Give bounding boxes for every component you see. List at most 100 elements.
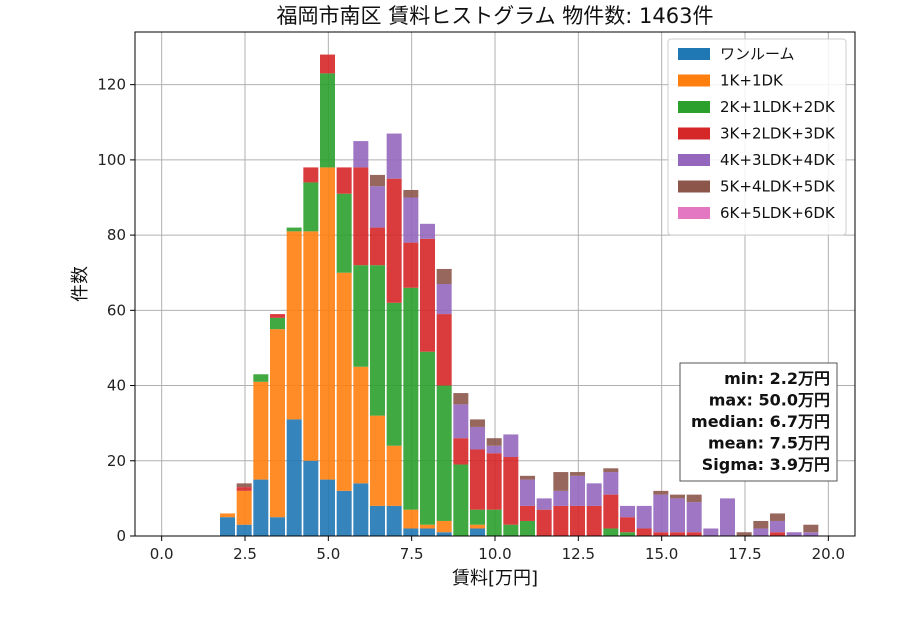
legend-swatch [678, 207, 710, 219]
x-axis-label: 賃料[万円] [452, 568, 538, 589]
bar [620, 532, 635, 536]
bar [403, 189, 419, 198]
bar [453, 393, 469, 405]
bar [770, 520, 785, 533]
stats-frame [679, 362, 838, 482]
x-tick-label: 17.5 [728, 545, 761, 563]
bar [470, 419, 485, 427]
bar [486, 453, 502, 510]
stats-box: min: 2.2万円 max: 50.0万円 median: 6.7万円 mean: … [679, 362, 838, 482]
bar [253, 479, 269, 536]
bar [570, 475, 585, 506]
bar [786, 532, 802, 536]
bar [603, 468, 619, 473]
bar [303, 167, 319, 183]
legend-swatch [678, 101, 710, 113]
legend-swatch [678, 154, 710, 166]
bar [720, 498, 735, 536]
bar [270, 317, 285, 330]
bar [470, 524, 485, 529]
bar [436, 314, 452, 386]
legend-swatch [678, 180, 710, 193]
bar [536, 498, 552, 510]
bar [453, 438, 469, 465]
y-tick-label: 40 [107, 377, 126, 395]
bar [436, 284, 452, 315]
bar [470, 509, 485, 525]
bar [603, 494, 619, 529]
y-axis-ticks: 0 20 40 60 80 100 120 [97, 76, 135, 545]
bar [253, 381, 269, 480]
bar [370, 227, 385, 266]
legend-label: 4K+3LDK+4DK [720, 151, 836, 169]
x-axis-ticks: 0.0 2.5 5.0 7.5 10.0 12.5 15.0 17.5 20.0 [150, 536, 845, 563]
x-tick-label: 12.5 [562, 545, 595, 563]
bar [236, 524, 252, 536]
legend-label: 1K+1DK [720, 72, 784, 90]
bar [403, 287, 419, 510]
bar [770, 532, 785, 536]
bar [653, 494, 669, 533]
y-tick-label: 20 [107, 452, 126, 470]
bar [620, 505, 635, 518]
bar [386, 133, 402, 179]
bar-series-1 [220, 167, 485, 533]
bar [503, 524, 519, 536]
y-tick-label: 80 [107, 226, 126, 244]
bar [686, 532, 702, 536]
bar [770, 513, 785, 521]
bar [753, 520, 769, 529]
bar [620, 517, 635, 533]
bars [220, 54, 819, 536]
bar [503, 434, 519, 458]
bar [403, 242, 419, 288]
bar [486, 509, 502, 536]
bar [670, 532, 685, 536]
bar [470, 426, 485, 450]
y-tick-label: 0 [116, 527, 126, 545]
bar [670, 498, 685, 533]
bar [753, 528, 769, 536]
bar [686, 502, 702, 533]
bar [570, 472, 585, 476]
stat-line: max: 50.0万円 [709, 391, 830, 410]
bar [420, 351, 435, 525]
bar [236, 483, 252, 488]
bar [370, 174, 385, 187]
y-tick-label: 60 [107, 301, 126, 319]
legend-label: 3K+2LDK+3DK [720, 125, 836, 143]
bar [436, 268, 452, 284]
bar [553, 472, 569, 491]
bar [320, 167, 335, 480]
chart-title: 福岡市南区 賃料ヒストグラム 物件数: 1463件 [277, 4, 714, 28]
bar [303, 182, 319, 232]
bar [553, 505, 569, 536]
bar [420, 524, 435, 529]
bar-series-2 [253, 73, 635, 536]
bar [353, 265, 369, 367]
bar [303, 460, 319, 536]
bar [636, 505, 652, 529]
x-tick-label: 15.0 [645, 545, 678, 563]
stat-line: Sigma: 3.9万円 [702, 455, 830, 474]
bar [520, 479, 535, 506]
legend-frame [667, 38, 847, 236]
bar [353, 167, 369, 266]
y-tick-label: 100 [97, 151, 126, 169]
legend-swatch [678, 127, 710, 140]
bar [436, 532, 452, 536]
bar [453, 404, 469, 439]
bar [320, 54, 335, 74]
bar [270, 517, 285, 536]
bar [403, 509, 419, 529]
bar [320, 479, 335, 536]
bar [370, 186, 385, 228]
bar [336, 490, 352, 536]
x-tick-label: 5.0 [316, 545, 340, 563]
bar [686, 494, 702, 503]
bar [586, 505, 602, 536]
bar [603, 472, 619, 495]
bar [653, 490, 669, 495]
bar [453, 464, 469, 536]
